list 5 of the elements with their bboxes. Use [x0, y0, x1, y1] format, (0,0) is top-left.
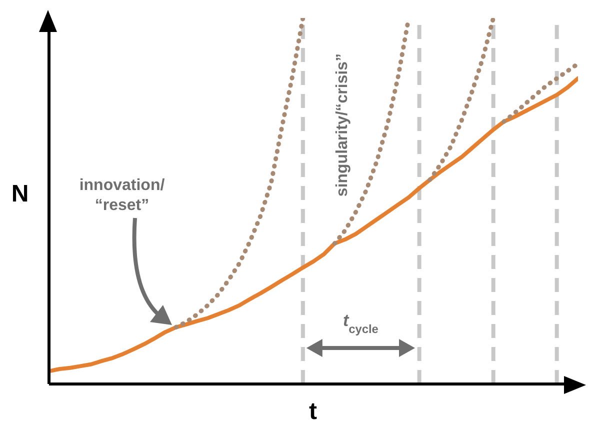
annotation: t$_{cycle}$: [342, 311, 379, 336]
x-axis-title: t: [309, 398, 317, 425]
y-axis-title: N: [11, 180, 29, 208]
annotation: singularity/“crisis”: [334, 53, 351, 197]
annotation: innovation/ “reset”: [79, 177, 166, 214]
